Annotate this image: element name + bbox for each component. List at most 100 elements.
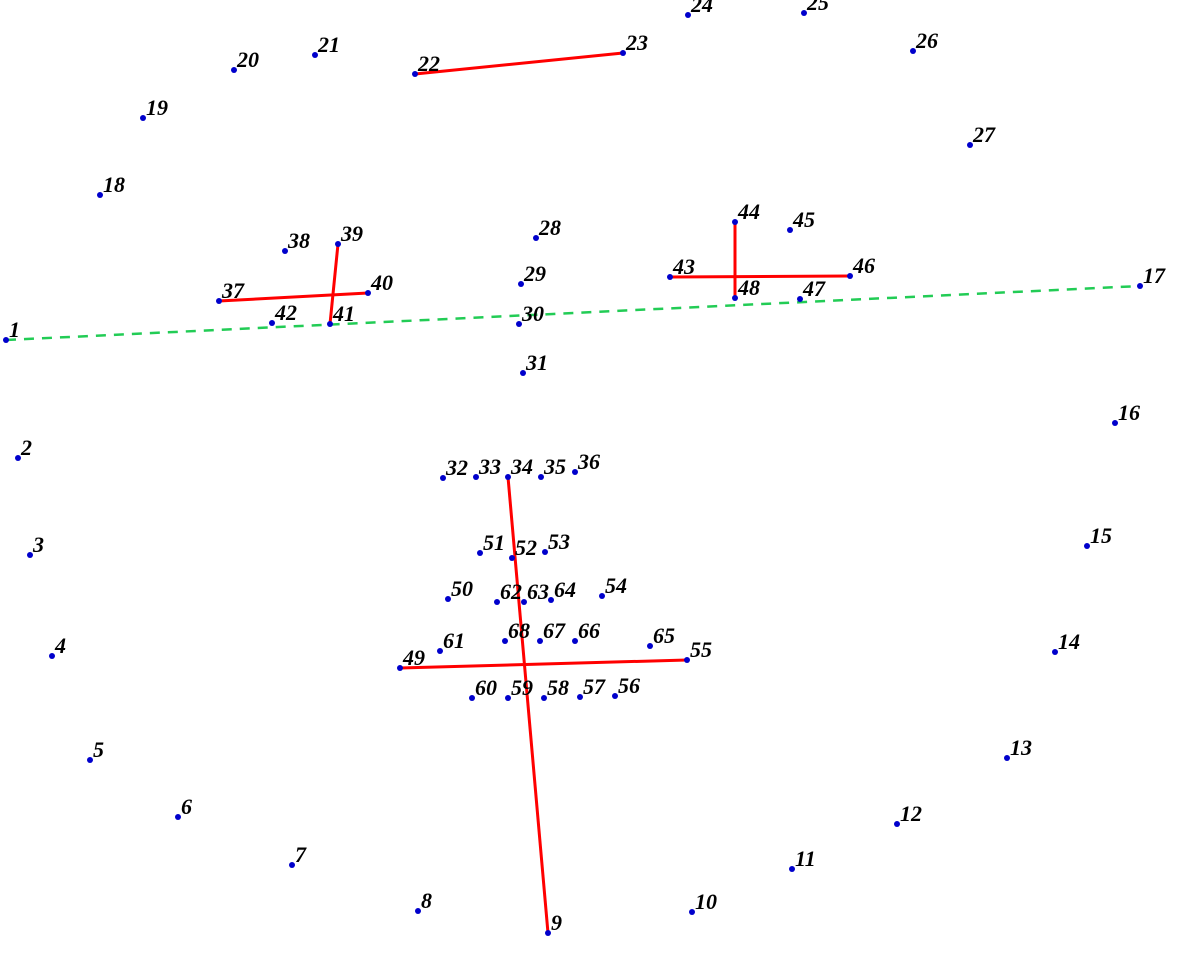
node-67: 67 — [537, 638, 543, 644]
node-49: 49 — [397, 665, 403, 671]
node-label: 36 — [578, 449, 600, 475]
node-label: 67 — [543, 618, 565, 644]
node-8: 8 — [415, 908, 421, 914]
node-34: 34 — [505, 474, 511, 480]
node-42: 42 — [269, 320, 275, 326]
node-52: 52 — [509, 555, 515, 561]
node-label: 25 — [807, 0, 829, 16]
node-label: 49 — [403, 645, 425, 671]
node-label: 40 — [371, 270, 393, 296]
node-label: 57 — [583, 674, 605, 700]
node-44: 44 — [732, 219, 738, 225]
node-40: 40 — [365, 290, 371, 296]
node-63: 63 — [521, 599, 527, 605]
node-24: 24 — [685, 12, 691, 18]
node-label: 32 — [446, 455, 468, 481]
node-38: 38 — [282, 248, 288, 254]
node-1: 1 — [3, 337, 9, 343]
node-label: 64 — [554, 577, 576, 603]
node-26: 26 — [910, 48, 916, 54]
node-label: 10 — [695, 889, 717, 915]
node-61: 61 — [437, 648, 443, 654]
node-label: 7 — [295, 842, 306, 868]
node-12: 12 — [894, 821, 900, 827]
node-label: 11 — [795, 846, 816, 872]
node-19: 19 — [140, 115, 146, 121]
node-label: 2 — [21, 435, 32, 461]
node-label: 62 — [500, 579, 522, 605]
node-9: 9 — [545, 930, 551, 936]
node-15: 15 — [1084, 543, 1090, 549]
node-label: 24 — [691, 0, 713, 18]
node-label: 33 — [479, 454, 501, 480]
node-5: 5 — [87, 757, 93, 763]
node-label: 3 — [33, 532, 44, 558]
node-label: 44 — [738, 199, 760, 225]
diagram-canvas: 1234567891011121314151617181920212223242… — [0, 0, 1200, 953]
node-label: 66 — [578, 618, 600, 644]
node-label: 20 — [237, 47, 259, 73]
node-14: 14 — [1052, 649, 1058, 655]
node-2: 2 — [15, 455, 21, 461]
node-label: 8 — [421, 888, 432, 914]
node-label: 4 — [55, 633, 66, 659]
node-56: 56 — [612, 693, 618, 699]
node-41: 41 — [327, 321, 333, 327]
node-13: 13 — [1004, 755, 1010, 761]
node-label: 63 — [527, 579, 549, 605]
node-label: 35 — [544, 454, 566, 480]
node-label: 14 — [1058, 629, 1080, 655]
node-18: 18 — [97, 192, 103, 198]
node-label: 50 — [451, 576, 473, 602]
node-36: 36 — [572, 469, 578, 475]
node-label: 47 — [803, 276, 825, 302]
node-label: 54 — [605, 573, 627, 599]
node-17: 17 — [1137, 283, 1143, 289]
node-label: 15 — [1090, 523, 1112, 549]
node-57: 57 — [577, 694, 583, 700]
node-50: 50 — [445, 596, 451, 602]
node-65: 65 — [647, 643, 653, 649]
node-label: 60 — [475, 675, 497, 701]
node-label: 26 — [916, 28, 938, 54]
node-46: 46 — [847, 273, 853, 279]
node-label: 9 — [551, 910, 562, 936]
node-33: 33 — [473, 474, 479, 480]
node-4: 4 — [49, 653, 55, 659]
node-64: 64 — [548, 597, 554, 603]
node-31: 31 — [520, 370, 526, 376]
edge-49-55 — [400, 660, 687, 668]
node-label: 6 — [181, 794, 192, 820]
node-23: 23 — [620, 50, 626, 56]
node-label: 38 — [288, 228, 310, 254]
node-37: 37 — [216, 298, 222, 304]
node-label: 46 — [853, 253, 875, 279]
node-58: 58 — [541, 695, 547, 701]
node-51: 51 — [477, 550, 483, 556]
node-label: 51 — [483, 530, 505, 556]
node-35: 35 — [538, 474, 544, 480]
edge-layer — [0, 0, 1200, 953]
node-32: 32 — [440, 475, 446, 481]
node-label: 68 — [508, 618, 530, 644]
node-30: 30 — [516, 321, 522, 327]
node-label: 39 — [341, 221, 363, 247]
node-7: 7 — [289, 862, 295, 868]
node-label: 52 — [515, 535, 537, 561]
node-label: 65 — [653, 623, 675, 649]
edge-1-17 — [6, 286, 1140, 340]
node-label: 58 — [547, 675, 569, 701]
node-label: 31 — [526, 350, 548, 376]
node-20: 20 — [231, 67, 237, 73]
node-label: 13 — [1010, 735, 1032, 761]
node-45: 45 — [787, 227, 793, 233]
node-label: 22 — [418, 51, 440, 77]
node-label: 16 — [1118, 400, 1140, 426]
node-10: 10 — [689, 909, 695, 915]
node-label: 17 — [1143, 263, 1165, 289]
node-39: 39 — [335, 241, 341, 247]
node-label: 59 — [511, 675, 533, 701]
edge-22-23 — [415, 53, 623, 74]
node-label: 56 — [618, 673, 640, 699]
node-47: 47 — [797, 296, 803, 302]
